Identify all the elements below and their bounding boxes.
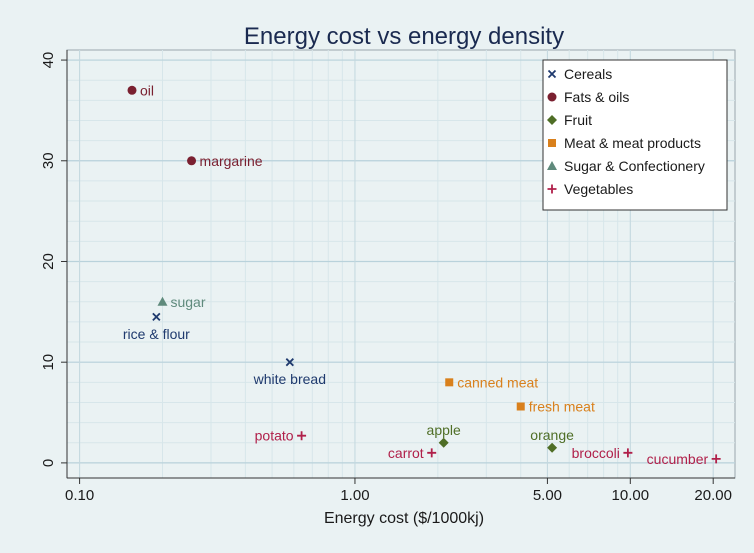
x-tick-label: 5.00 [533, 487, 562, 504]
legend-marker [547, 184, 557, 194]
legend-label: Meat & meat products [564, 135, 701, 151]
data-point [427, 448, 437, 458]
y-tick-label: 20 [40, 253, 57, 270]
data-point [297, 431, 307, 441]
series-group: potato carrot broccoli cucumber [255, 428, 721, 467]
data-label: cucumber [647, 451, 709, 467]
data-point [547, 442, 558, 453]
data-label: white bread [253, 371, 326, 387]
legend-label: Fruit [564, 112, 592, 128]
x-tick-label: 20.00 [694, 487, 732, 504]
data-point [438, 437, 449, 448]
x-tick-label: 10.00 [612, 487, 650, 504]
legend-label: Sugar & Confectionery [564, 158, 705, 174]
data-label: rice & flour [123, 326, 190, 342]
data-label: orange [530, 427, 574, 443]
data-point [445, 378, 454, 387]
data-label: canned meat [457, 374, 538, 390]
data-label: potato [255, 428, 294, 444]
series-group: oil margarine [127, 82, 263, 169]
x-axis-label: Energy cost ($/1000kj) [324, 510, 484, 527]
data-label: apple [427, 422, 461, 438]
data-point [285, 358, 294, 367]
series-group: apple orange [427, 422, 574, 453]
data-point [516, 402, 525, 411]
legend-marker [548, 139, 556, 147]
data-point [152, 312, 161, 322]
data-label: carrot [388, 445, 424, 461]
legend-box [542, 59, 728, 211]
legend-marker [547, 161, 557, 170]
chart-title: Energy cost vs energy density [244, 23, 564, 50]
axis-layer: 0 10 20 30 40 0.10 1.00 5.00 10.00 20.00 [40, 50, 735, 504]
legend: Cereals Fats & oils Fruit Meat & meat produ… [542, 59, 728, 211]
y-tick-label: 40 [40, 52, 57, 69]
legend-marker [547, 69, 557, 79]
data-label: broccoli [572, 445, 620, 461]
data-label: fresh meat [529, 398, 595, 414]
data-point [157, 296, 168, 306]
x-tick-label: 0.10 [65, 487, 94, 504]
y-tick-label: 10 [40, 354, 57, 371]
y-tick-label: 30 [40, 152, 57, 169]
legend-label: Vegetables [564, 181, 633, 197]
data-point [187, 156, 197, 166]
legend-marker [547, 115, 557, 125]
y-tick-label: 0 [40, 459, 57, 467]
marks-layer: rice & flour white bread oil margarine apple… [123, 82, 721, 467]
x-tick-label: 1.00 [340, 487, 369, 504]
data-label: oil [140, 82, 154, 98]
series-group: canned meat fresh meat [445, 374, 595, 414]
data-label: sugar [170, 294, 205, 310]
data-label: margarine [200, 153, 263, 169]
data-point [711, 454, 721, 464]
series-group: rice & flour white bread [123, 312, 326, 387]
data-point [623, 448, 633, 458]
data-point [127, 85, 137, 95]
legend-label: Fats & oils [564, 89, 629, 105]
legend-label: Cereals [564, 66, 612, 82]
legend-marker [547, 92, 557, 102]
series-group: sugar [157, 294, 206, 310]
